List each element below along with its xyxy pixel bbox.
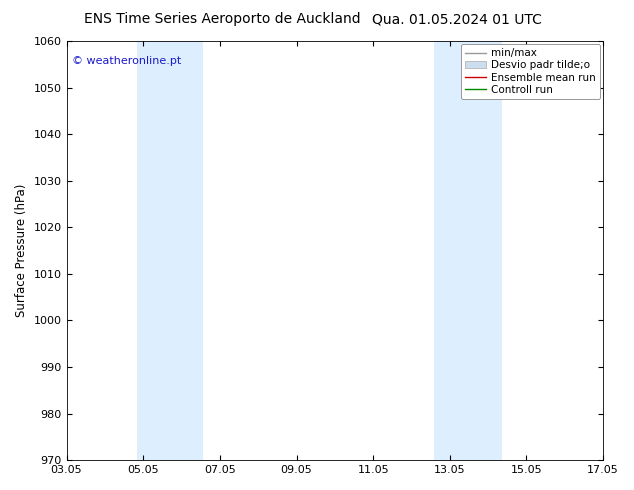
Legend: min/max, Desvio padr tilde;o, Ensemble mean run, Controll run: min/max, Desvio padr tilde;o, Ensemble m… xyxy=(461,44,600,99)
Y-axis label: Surface Pressure (hPa): Surface Pressure (hPa) xyxy=(15,184,28,318)
Text: Qua. 01.05.2024 01 UTC: Qua. 01.05.2024 01 UTC xyxy=(372,12,541,26)
Text: © weatheronline.pt: © weatheronline.pt xyxy=(72,56,181,66)
Text: ENS Time Series Aeroporto de Auckland: ENS Time Series Aeroporto de Auckland xyxy=(84,12,360,26)
Bar xyxy=(138,41,203,460)
Bar xyxy=(434,41,501,460)
